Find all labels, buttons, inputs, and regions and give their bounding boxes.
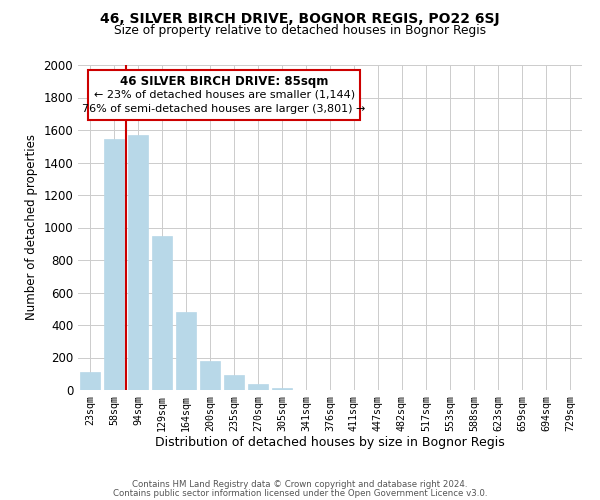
Text: ← 23% of detached houses are smaller (1,144): ← 23% of detached houses are smaller (1,… [94, 90, 355, 100]
Text: 76% of semi-detached houses are larger (3,801) →: 76% of semi-detached houses are larger (… [82, 104, 366, 114]
FancyBboxPatch shape [88, 70, 360, 120]
X-axis label: Distribution of detached houses by size in Bognor Regis: Distribution of detached houses by size … [155, 436, 505, 450]
Text: Size of property relative to detached houses in Bognor Regis: Size of property relative to detached ho… [114, 24, 486, 37]
Bar [248, 384, 268, 390]
Bar [128, 135, 148, 390]
Bar [80, 372, 100, 390]
Bar [176, 312, 196, 390]
Bar [104, 139, 124, 390]
Bar [272, 388, 292, 390]
Y-axis label: Number of detached properties: Number of detached properties [25, 134, 38, 320]
Text: Contains HM Land Registry data © Crown copyright and database right 2024.: Contains HM Land Registry data © Crown c… [132, 480, 468, 489]
Bar [200, 361, 220, 390]
Bar [224, 374, 244, 390]
Bar [152, 236, 172, 390]
Text: Contains public sector information licensed under the Open Government Licence v3: Contains public sector information licen… [113, 488, 487, 498]
Text: 46 SILVER BIRCH DRIVE: 85sqm: 46 SILVER BIRCH DRIVE: 85sqm [120, 74, 328, 88]
Text: 46, SILVER BIRCH DRIVE, BOGNOR REGIS, PO22 6SJ: 46, SILVER BIRCH DRIVE, BOGNOR REGIS, PO… [100, 12, 500, 26]
